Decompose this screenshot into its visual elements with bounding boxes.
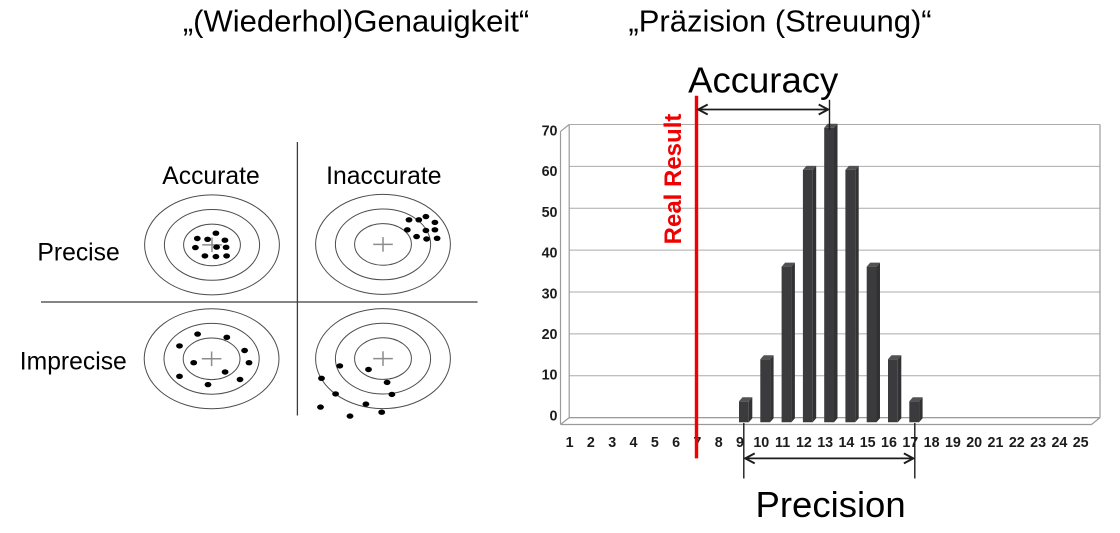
svg-text:18: 18 bbox=[924, 435, 940, 451]
svg-text:Inaccurate: Inaccurate bbox=[326, 163, 441, 190]
svg-text:17: 17 bbox=[902, 435, 918, 451]
svg-text:Precision: Precision bbox=[756, 484, 906, 525]
svg-text:Imprecise: Imprecise bbox=[20, 349, 127, 376]
svg-text:11: 11 bbox=[775, 435, 790, 451]
svg-text:5: 5 bbox=[651, 435, 659, 451]
svg-text:1: 1 bbox=[566, 435, 574, 451]
svg-text:„(Wiederhol)Genauigkeit“: „(Wiederhol)Genauigkeit“ bbox=[183, 4, 529, 39]
svg-text:8: 8 bbox=[715, 435, 723, 451]
svg-text:10: 10 bbox=[542, 368, 558, 384]
svg-text:10: 10 bbox=[753, 435, 769, 451]
svg-text:3: 3 bbox=[608, 435, 616, 451]
svg-text:0: 0 bbox=[550, 408, 558, 424]
svg-text:50: 50 bbox=[542, 205, 558, 221]
svg-text:25: 25 bbox=[1073, 435, 1089, 451]
svg-text:2: 2 bbox=[587, 435, 595, 451]
svg-text:20: 20 bbox=[542, 327, 558, 343]
svg-text:15: 15 bbox=[860, 435, 876, 451]
svg-text:40: 40 bbox=[542, 246, 558, 262]
svg-text:Accurate: Accurate bbox=[162, 163, 259, 190]
svg-text:13: 13 bbox=[817, 435, 833, 451]
svg-text:„Präzision (Streuung)“: „Präzision (Streuung)“ bbox=[628, 4, 931, 39]
svg-text:70: 70 bbox=[542, 123, 558, 139]
svg-text:Real Result: Real Result bbox=[660, 114, 687, 245]
svg-text:9: 9 bbox=[736, 435, 744, 451]
svg-text:20: 20 bbox=[966, 435, 982, 451]
svg-text:23: 23 bbox=[1030, 435, 1046, 451]
svg-text:6: 6 bbox=[672, 435, 680, 451]
svg-text:Precise: Precise bbox=[37, 240, 119, 267]
svg-text:16: 16 bbox=[881, 435, 897, 451]
svg-text:Accuracy: Accuracy bbox=[688, 60, 839, 101]
svg-text:14: 14 bbox=[838, 435, 854, 451]
svg-text:30: 30 bbox=[542, 286, 558, 302]
svg-text:60: 60 bbox=[542, 164, 558, 180]
svg-text:12: 12 bbox=[796, 435, 812, 451]
svg-text:21: 21 bbox=[988, 435, 1004, 451]
svg-text:24: 24 bbox=[1051, 435, 1067, 451]
svg-text:19: 19 bbox=[945, 435, 961, 451]
svg-text:22: 22 bbox=[1009, 435, 1025, 451]
svg-text:4: 4 bbox=[630, 435, 638, 451]
